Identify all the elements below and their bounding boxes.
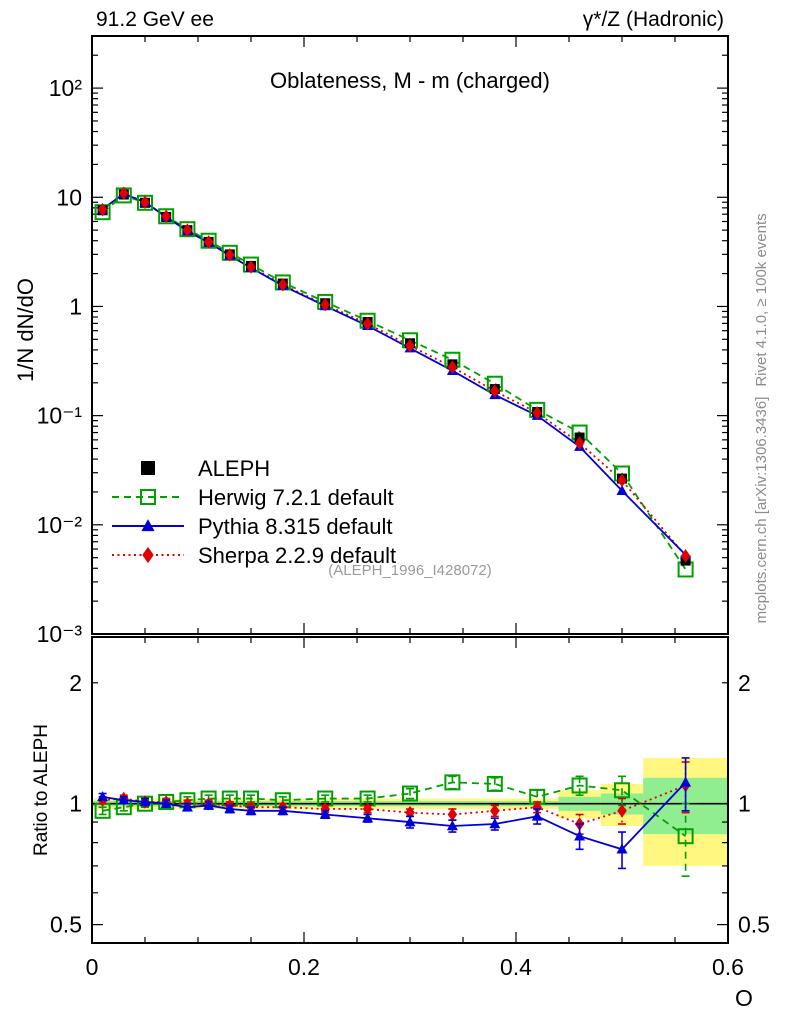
side-text-rivet: Rivet 4.1.0, ≥ 100k events [753, 213, 770, 386]
marker-diamond [362, 316, 373, 331]
main-ylabel: 1/N dN/dO [13, 278, 38, 382]
marker-triangle [245, 805, 257, 816]
marker-square-open [614, 782, 630, 799]
marker-diamond [490, 384, 500, 398]
marker-diamond [225, 248, 235, 262]
legend-label-3: Sherpa 2.2.9 default [198, 543, 396, 568]
marker-square-filled [141, 461, 155, 475]
side-text-mcplots: mcplots.cern.ch [arXiv:1306.3436] [753, 397, 770, 624]
marker-diamond [97, 202, 108, 217]
ratio-ytick-label-right: 2 [738, 670, 751, 696]
ratio-ytick-label-right: 0.5 [738, 912, 770, 938]
marker-diamond [617, 804, 627, 818]
marker-diamond [405, 338, 415, 353]
ratio-panel-frame [91, 636, 729, 944]
data-line [102, 194, 687, 570]
main-ytick-label: 10⁻¹ [37, 403, 83, 429]
legend-label-1: Herwig 7.2.1 default [198, 485, 394, 510]
xaxis-label: O [735, 985, 753, 1011]
main-panel-frame [91, 35, 729, 635]
marker-diamond [119, 186, 129, 200]
analysis-watermark: (ALEPH_1996_I428072) [328, 562, 491, 579]
marker-diamond [362, 802, 373, 816]
data-line [102, 192, 687, 557]
marker-triangle [616, 843, 628, 854]
main-ytick-label: 10² [49, 75, 83, 101]
xaxis-tick-label: 0.6 [712, 954, 744, 980]
marker-diamond [490, 804, 500, 818]
marker-diamond [203, 235, 214, 249]
legend-label-0: ALEPH [198, 456, 270, 481]
marker-triangle [160, 797, 172, 808]
marker-triangle [362, 812, 374, 823]
ratio-ytick-label-right: 1 [738, 791, 751, 817]
marker-triangle [139, 796, 151, 807]
ratio-ytick-label: 1 [69, 791, 82, 817]
marker-square-open [486, 775, 503, 792]
marker-triangle [446, 820, 458, 831]
main-plot-title: Oblateness, M - m (charged) [270, 68, 550, 93]
marker-square-open [444, 774, 461, 791]
marker-diamond [320, 297, 330, 312]
marker-diamond [680, 549, 691, 563]
marker-triangle [404, 816, 416, 827]
marker-square-open [140, 489, 156, 505]
marker-diamond [142, 546, 154, 564]
marker-square-open [677, 828, 694, 845]
marker-diamond [617, 473, 627, 488]
marker-square-open [158, 208, 175, 225]
marker-triangle [224, 803, 236, 814]
data-line [102, 781, 687, 851]
marker-triangle [277, 805, 289, 816]
marker-triangle [118, 794, 130, 805]
marker-diamond [447, 360, 458, 374]
marker-triangle [141, 519, 155, 532]
ratio-ytick-label: 2 [69, 670, 82, 696]
xaxis-tick-label: 0.4 [500, 954, 532, 980]
marker-diamond [246, 260, 256, 274]
legend-label-2: Pythia 8.315 default [198, 514, 392, 539]
main-ytick-label: 10⁻² [37, 512, 83, 538]
marker-triangle [319, 808, 331, 819]
marker-triangle [181, 801, 193, 812]
marker-diamond [574, 436, 585, 450]
marker-triangle [489, 818, 501, 829]
ratio-ylabel: Ratio to ALEPH [31, 724, 52, 856]
marker-diamond [140, 195, 150, 210]
marker-square-open [402, 785, 418, 802]
main-ytick-label: 10⁻³ [37, 621, 83, 647]
xaxis-tick-label: 0.2 [288, 954, 320, 980]
header-beam-label: 91.2 GeV ee [96, 8, 214, 31]
marker-diamond [447, 807, 458, 822]
main-ytick-label: 10 [56, 184, 82, 210]
marker-diamond [182, 223, 193, 237]
marker-square-open [571, 777, 588, 794]
ratio-ytick-label: 0.5 [50, 912, 82, 938]
marker-diamond [161, 209, 171, 224]
marker-triangle [574, 830, 586, 841]
marker-triangle [531, 810, 543, 821]
marker-triangle [680, 776, 692, 787]
marker-triangle [203, 799, 215, 810]
marker-triangle [97, 791, 109, 802]
main-ytick-label: 1 [69, 293, 82, 319]
data-line [102, 192, 687, 556]
header-process-label: γ*/Z (Hadronic) [583, 8, 724, 31]
marker-triangle [616, 485, 628, 496]
marker-diamond [278, 278, 288, 292]
xaxis-tick-label: 0 [86, 954, 99, 980]
marker-diamond [532, 800, 542, 814]
marker-diamond [532, 406, 542, 420]
